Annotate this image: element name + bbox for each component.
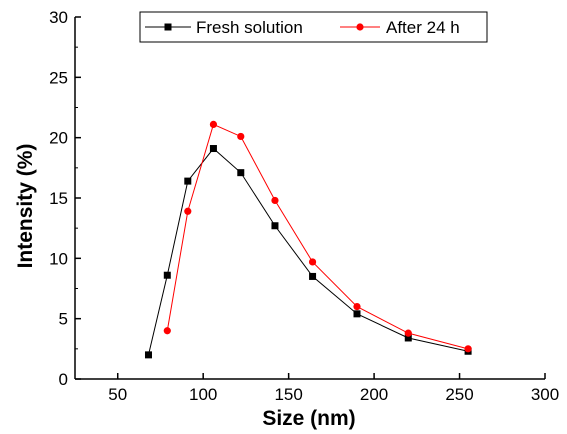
axes: 50 100 150 200 250 300 0 5 10 15 20 25 30 bbox=[49, 8, 559, 404]
series-layer bbox=[144, 120, 472, 359]
data-point-after-24-h bbox=[184, 207, 192, 215]
data-point-fresh-solution bbox=[271, 222, 279, 230]
legend-marker bbox=[164, 23, 172, 31]
data-point-after-24-h bbox=[464, 345, 472, 353]
data-point-fresh-solution bbox=[309, 272, 317, 280]
data-point-fresh-solution bbox=[353, 310, 361, 318]
y-tick-label: 10 bbox=[49, 249, 68, 268]
data-point-fresh-solution bbox=[209, 145, 217, 153]
data-point-after-24-h bbox=[353, 303, 361, 311]
legend-item-after-24-h: After 24 h bbox=[340, 18, 460, 37]
data-point-fresh-solution bbox=[237, 169, 245, 177]
legend-marker bbox=[356, 23, 364, 31]
legend-label: After 24 h bbox=[386, 18, 460, 37]
series-fresh-solution bbox=[144, 145, 472, 359]
data-point-after-24-h bbox=[163, 327, 171, 335]
data-point-fresh-solution bbox=[404, 334, 412, 342]
x-tick-label: 100 bbox=[189, 385, 217, 404]
x-tick-label: 300 bbox=[531, 385, 559, 404]
series-line-fresh-solution bbox=[148, 147, 469, 355]
legend-item-fresh-solution: Fresh solution bbox=[145, 18, 303, 37]
data-point-fresh-solution bbox=[184, 177, 192, 185]
legend-label: Fresh solution bbox=[196, 18, 303, 37]
data-point-after-24-h bbox=[404, 329, 412, 337]
data-point-after-24-h bbox=[271, 196, 279, 205]
data-point-fresh-solution bbox=[144, 351, 152, 359]
legend-box bbox=[139, 11, 488, 43]
y-tick-label: 25 bbox=[49, 68, 68, 87]
series-line-after-24-h bbox=[166, 123, 469, 350]
x-tick-label: 50 bbox=[108, 385, 127, 404]
y-tick-label: 30 bbox=[49, 8, 68, 27]
x-axis-title: Size (nm) bbox=[262, 407, 355, 430]
y-axis-title: Intensity (%) bbox=[14, 144, 37, 269]
x-tick-label: 200 bbox=[360, 385, 388, 404]
data-point-after-24-h bbox=[209, 120, 218, 128]
y-tick-label: 0 bbox=[59, 370, 68, 389]
y-tick-label: 5 bbox=[59, 310, 68, 329]
y-tick-label: 15 bbox=[49, 189, 68, 208]
x-tick-label: 250 bbox=[445, 385, 473, 404]
x-tick-label: 150 bbox=[274, 385, 302, 404]
data-point-after-24-h bbox=[237, 132, 245, 141]
data-point-after-24-h bbox=[308, 258, 317, 266]
y-tick-label: 20 bbox=[49, 129, 68, 148]
series-after-24-h bbox=[163, 120, 472, 353]
data-point-fresh-solution bbox=[163, 271, 171, 279]
legend: Fresh solution After 24 h bbox=[139, 11, 488, 43]
